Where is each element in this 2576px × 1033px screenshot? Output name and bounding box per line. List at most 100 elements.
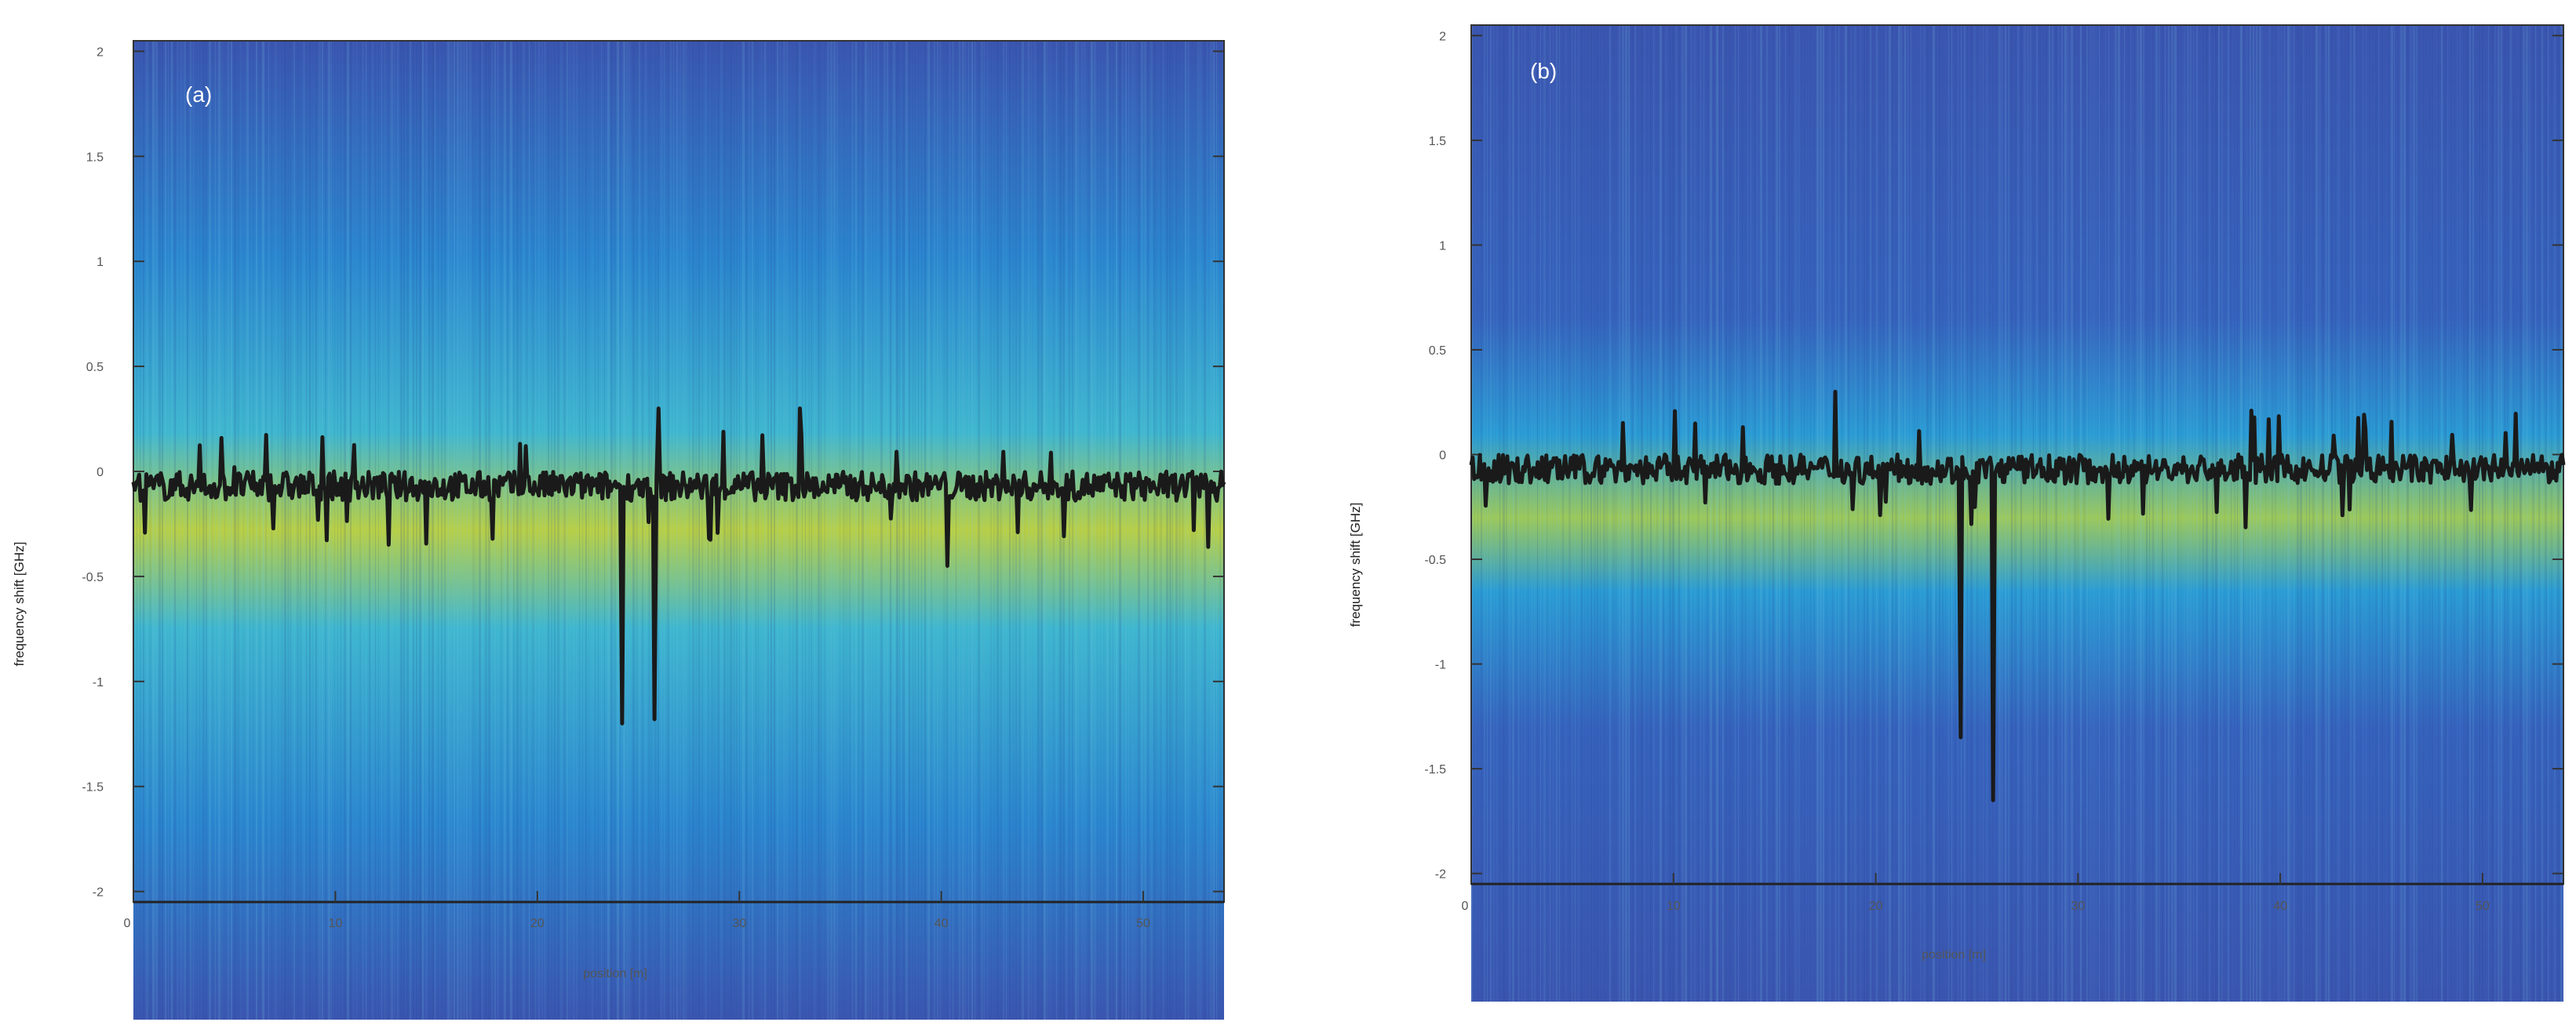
heatmap-stripe bbox=[2538, 25, 2540, 1002]
heatmap-stripe bbox=[2331, 25, 2333, 1002]
heatmap-stripe bbox=[1084, 41, 1085, 1020]
heatmap-stripe bbox=[2159, 25, 2160, 1002]
x-tick-label: 30 bbox=[732, 917, 746, 930]
heatmap-stripe bbox=[1716, 25, 1718, 1002]
heatmap-stripe bbox=[319, 41, 321, 1020]
heatmap-stripe bbox=[1012, 41, 1015, 1020]
heatmap-stripe bbox=[155, 41, 158, 1020]
heatmap-stripe bbox=[2008, 25, 2009, 1002]
heatmap-stripe bbox=[1920, 25, 1922, 1002]
heatmap-stripe bbox=[912, 41, 914, 1020]
heatmap-stripe bbox=[2545, 25, 2547, 1002]
heatmap-stripe bbox=[438, 41, 439, 1020]
heatmap-stripe bbox=[463, 41, 465, 1020]
heatmap-stripe bbox=[1644, 25, 1645, 1002]
heatmap-stripe bbox=[1744, 25, 1747, 1002]
heatmap-stripe bbox=[1543, 25, 1546, 1002]
heatmap-stripe bbox=[648, 41, 650, 1020]
trace-line bbox=[131, 406, 1226, 726]
heatmap-stripe bbox=[943, 41, 946, 1020]
heatmap-stripe bbox=[2469, 25, 2471, 1002]
heatmap-stripe bbox=[1031, 41, 1032, 1020]
heatmap-stripe bbox=[2115, 25, 2117, 1002]
heatmap-stripe bbox=[2090, 25, 2092, 1002]
heatmap-stripe bbox=[1666, 25, 1667, 1002]
heatmap-stripe bbox=[184, 41, 186, 1020]
heatmap-stripe bbox=[579, 41, 580, 1020]
panel-label-a: (a) bbox=[185, 82, 212, 107]
heatmap-stripe bbox=[1832, 25, 1833, 1002]
heatmap-stripe bbox=[1964, 25, 1966, 1002]
heatmap-stripe bbox=[2250, 25, 2251, 1002]
heatmap-stripe bbox=[1606, 25, 1608, 1002]
heatmap-stripe bbox=[479, 41, 481, 1020]
y-ticks-a: 2 1.5 1 0.5 0 -0.5 -1 -1.5 -2 bbox=[82, 45, 1224, 900]
heatmap-stripe bbox=[971, 41, 973, 1020]
heatmap-stripe bbox=[2441, 25, 2443, 1002]
heatmap-stripes-a bbox=[133, 41, 1223, 1020]
heatmap-stripe bbox=[1490, 25, 1492, 1002]
heatmap-stripe bbox=[1493, 25, 1495, 1002]
heatmap-stripe bbox=[2064, 25, 2067, 1002]
heatmap-stripe bbox=[1559, 25, 1560, 1002]
xlabel-b: position [m] bbox=[1922, 948, 1986, 962]
y-tick-label: 0 bbox=[97, 466, 104, 479]
heatmap-stripe bbox=[1845, 25, 1847, 1002]
heatmap-stripe bbox=[761, 41, 762, 1020]
heatmap-stripe bbox=[1763, 25, 1765, 1002]
heatmap-stripe bbox=[1003, 41, 1004, 1020]
heatmap-stripe bbox=[1088, 41, 1090, 1020]
heatmap-stripe bbox=[1660, 25, 1662, 1002]
heatmap-stripe bbox=[2177, 25, 2179, 1002]
heatmap-stripe bbox=[1691, 25, 1692, 1002]
heatmap-stripe bbox=[2193, 25, 2194, 1002]
heatmap-stripe bbox=[2438, 25, 2439, 1002]
heatmap-stripe bbox=[2165, 25, 2166, 1002]
heatmap-stripe bbox=[796, 41, 798, 1020]
heatmap-stripe bbox=[529, 41, 530, 1020]
heatmap-stripe bbox=[322, 41, 323, 1020]
heatmap-stripe bbox=[884, 41, 886, 1020]
heatmap-stripe bbox=[1578, 25, 1579, 1002]
heatmap-stripe bbox=[1474, 25, 1475, 1002]
heatmap-stripe bbox=[1729, 25, 1731, 1002]
heatmap-stripe bbox=[1678, 25, 1680, 1002]
heatmap-stripe bbox=[2014, 25, 2017, 1002]
heatmap-stripe bbox=[632, 41, 635, 1020]
heatmap-stripe bbox=[701, 41, 703, 1020]
heatmap-stripe bbox=[2020, 25, 2022, 1002]
heatmap-stripe bbox=[783, 41, 785, 1020]
heatmap-stripe bbox=[482, 41, 483, 1020]
heatmap-stripe bbox=[909, 41, 910, 1020]
heatmap-stripe bbox=[538, 41, 540, 1020]
heatmap-stripe bbox=[347, 41, 349, 1020]
heatmap-stripe bbox=[698, 41, 700, 1020]
heatmap-stripe bbox=[353, 41, 354, 1020]
heatmap-stripe bbox=[2466, 25, 2469, 1002]
heatmap-stripe bbox=[595, 41, 596, 1020]
heatmap-stripe bbox=[2190, 25, 2192, 1002]
heatmap-stripe bbox=[315, 41, 317, 1020]
heatmap-stripe bbox=[733, 41, 735, 1020]
heatmap-stripe bbox=[1741, 25, 1743, 1002]
heatmap-stripe bbox=[419, 41, 421, 1020]
heatmap-stripe bbox=[2356, 25, 2357, 1002]
heatmap-stripe bbox=[667, 41, 669, 1020]
heatmap-stripe bbox=[987, 41, 988, 1020]
heatmap-stripe bbox=[472, 41, 475, 1020]
y-ticks-b: 2 1.5 1 0.5 0 -0.5 -1 -1.5 -2 bbox=[1424, 30, 2563, 882]
heatmap-stripe bbox=[661, 41, 662, 1020]
heatmap-stripe bbox=[1175, 41, 1178, 1020]
heatmap-stripe bbox=[1653, 25, 1654, 1002]
heatmap-stripe bbox=[1760, 25, 1762, 1002]
heatmap-stripe bbox=[1851, 25, 1852, 1002]
heatmap-stripe bbox=[2055, 25, 2057, 1002]
x-tick-label: 10 bbox=[329, 917, 343, 930]
heatmap-stripe bbox=[1697, 25, 1700, 1002]
heatmap-stripe bbox=[1022, 41, 1024, 1020]
heatmap-stripe bbox=[2005, 25, 2006, 1002]
heatmap-stripe bbox=[2253, 25, 2254, 1002]
heatmap-stripe bbox=[758, 41, 759, 1020]
panel-label-b: (b) bbox=[1530, 59, 1557, 83]
heatmap-stripe bbox=[177, 41, 178, 1020]
